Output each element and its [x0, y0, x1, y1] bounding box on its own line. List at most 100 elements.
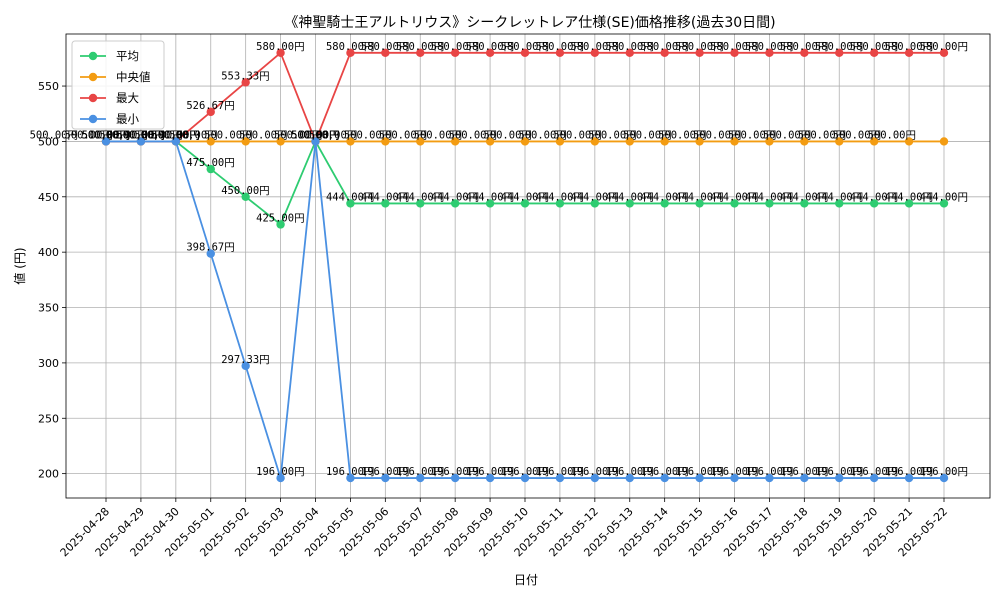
data-label-最大: 580.00円: [920, 41, 968, 53]
series-layer: [101, 48, 949, 483]
data-point-平均: [520, 199, 530, 208]
data-point-最小: [520, 473, 530, 483]
data-label-最大: 580.00円: [326, 41, 374, 53]
data-point-最小: [765, 473, 774, 483]
data-label-最小: 196.00円: [815, 466, 863, 478]
data-point-最小: [241, 361, 250, 371]
data-point-最小: [450, 473, 460, 483]
data-label-平均: 444.00円: [431, 191, 479, 203]
data-label-最小: 196.00円: [570, 466, 618, 478]
data-label-最小: 297.33円: [221, 354, 269, 366]
data-label-最小: 196.00円: [396, 466, 444, 478]
data-label-中央値: 500.00円: [763, 129, 811, 141]
data-label-最小: 196.00円: [605, 466, 653, 478]
legend-label-最小: 最小: [116, 112, 139, 126]
data-label-最大: 500.00円: [291, 129, 339, 141]
data-point-平均: [835, 199, 844, 208]
data-label-平均: 500.00円: [116, 129, 164, 141]
data-point-最小: [485, 473, 495, 483]
data-point-中央値: [276, 137, 285, 146]
data-label-平均: 444.00円: [326, 191, 374, 203]
data-point-平均: [660, 199, 669, 208]
data-label-中央値: 500.00円: [204, 129, 252, 141]
data-label-平均: 444.00円: [745, 191, 793, 203]
data-label-平均: 500.00円: [151, 129, 199, 141]
data-point-最小: [800, 473, 809, 483]
data-label-中央値: 500.00円: [623, 129, 671, 141]
data-label-中央値: 500.00円: [414, 129, 462, 141]
data-label-最小: 500.00円: [291, 129, 339, 141]
data-label-中央値: 500.00円: [344, 129, 392, 141]
data-point-平均: [800, 199, 809, 208]
data-label-平均: 444.00円: [605, 191, 653, 203]
data-label-最小: 196.00円: [501, 466, 549, 478]
data-label-最小: 196.00円: [535, 466, 583, 478]
y-axis-title: 値 (円): [12, 247, 27, 284]
data-label-中央値: 500.00円: [309, 129, 357, 141]
data-label-平均: 444.00円: [640, 191, 688, 203]
data-label-最大: 580.00円: [570, 41, 618, 53]
data-point-最大: [800, 48, 809, 58]
data-label-最大: 580.00円: [466, 41, 514, 53]
data-label-中央値: 500.00円: [658, 129, 706, 141]
data-label-平均: 450.00円: [221, 185, 269, 197]
data-label-最大: 580.00円: [710, 41, 758, 53]
data-point-中央値: [800, 137, 809, 146]
y-tick-label: 300: [38, 357, 59, 370]
data-point-平均: [276, 220, 285, 229]
data-label-最小: 196.00円: [675, 466, 723, 478]
data-point-平均: [625, 199, 634, 208]
data-point-中央値: [450, 137, 460, 146]
data-label-中央値: 500.00円: [553, 129, 601, 141]
plot-frame: [65, 33, 991, 499]
x-axis-title: 日付: [514, 573, 538, 587]
data-point-最小: [590, 473, 600, 483]
data-label-最小: 196.00円: [710, 466, 758, 478]
data-label-最大: 500.00円: [116, 129, 164, 141]
data-labels-layer: 500.00円500.00円500.00円475.00円450.00円425.0…: [30, 41, 968, 478]
data-point-中央値: [381, 137, 390, 146]
data-label-平均: 444.00円: [361, 191, 409, 203]
data-point-最小: [416, 473, 425, 483]
y-tick-label: 400: [38, 246, 59, 259]
data-point-中央値: [590, 137, 600, 146]
data-point-平均: [346, 199, 355, 208]
data-point-最小: [346, 473, 355, 483]
data-point-平均: [450, 199, 460, 208]
data-label-中央値: 500.00円: [518, 129, 566, 141]
data-point-最大: [381, 48, 390, 58]
data-point-最大: [346, 48, 355, 58]
data-point-中央値: [416, 137, 425, 146]
legend-marker-中央値: [88, 72, 98, 82]
data-label-中央値: 500.00円: [99, 129, 147, 141]
legend-label-最大: 最大: [116, 91, 139, 105]
data-label-最大: 580.00円: [535, 41, 583, 53]
data-label-中央値: 500.00円: [274, 129, 322, 141]
data-point-中央値: [835, 137, 844, 146]
y-tick-label: 350: [38, 302, 59, 315]
data-label-平均: 475.00円: [186, 157, 234, 169]
data-label-中央値: 500.00円: [693, 129, 741, 141]
data-point-平均: [730, 199, 739, 208]
data-point-最大: [695, 48, 704, 58]
data-point-平均: [904, 199, 914, 208]
data-label-平均: 444.00円: [396, 191, 444, 203]
y-tick-label: 450: [38, 191, 59, 204]
data-point-最大: [939, 48, 949, 58]
data-label-最大: 526.67円: [186, 100, 234, 112]
data-point-最大: [555, 48, 565, 58]
data-label-中央値: 500.00円: [134, 129, 182, 141]
data-point-最小: [101, 137, 111, 146]
data-label-最大: 553.33円: [221, 70, 269, 82]
data-point-最大: [625, 48, 634, 58]
data-point-最小: [660, 473, 669, 483]
data-label-中央値: 500.00円: [169, 129, 217, 141]
legend-label-中央値: 中央値: [116, 70, 151, 84]
data-point-最小: [939, 473, 949, 483]
data-point-中央値: [904, 137, 914, 146]
data-label-中央値: 500.00円: [833, 129, 881, 141]
data-label-最大: 580.00円: [885, 41, 933, 53]
data-label-中央値: 500.00円: [868, 129, 916, 141]
